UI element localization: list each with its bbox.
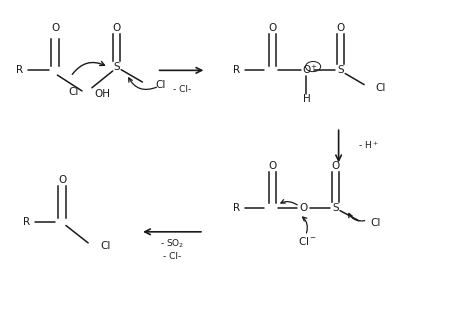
Text: S: S — [337, 65, 344, 75]
Text: O: O — [302, 65, 310, 75]
Text: R: R — [233, 203, 241, 213]
Text: O: O — [268, 23, 276, 33]
Text: - Cl-: - Cl- — [173, 85, 191, 94]
Text: Cl: Cl — [370, 218, 381, 228]
Text: S: S — [113, 62, 120, 72]
Text: Cl: Cl — [68, 86, 79, 97]
Text: O: O — [51, 23, 59, 33]
Text: Cl: Cl — [156, 80, 166, 90]
Text: R: R — [233, 65, 241, 75]
Text: O: O — [299, 203, 307, 213]
Text: O: O — [58, 175, 66, 185]
Text: O: O — [331, 161, 339, 171]
Text: R: R — [16, 65, 23, 75]
Text: O: O — [112, 23, 120, 33]
Text: Cl: Cl — [375, 83, 386, 93]
Text: H: H — [302, 94, 310, 105]
Text: O: O — [268, 161, 276, 171]
Text: O: O — [337, 23, 345, 33]
Text: Cl: Cl — [100, 241, 111, 251]
Text: - H$^+$: - H$^+$ — [357, 139, 378, 151]
Text: - SO$_2$
- Cl-: - SO$_2$ - Cl- — [160, 238, 184, 261]
Text: Cl$^-$: Cl$^-$ — [299, 235, 318, 247]
Text: OH: OH — [94, 89, 110, 99]
Text: +: + — [310, 64, 316, 70]
Text: R: R — [23, 217, 30, 227]
Text: S: S — [332, 203, 338, 213]
